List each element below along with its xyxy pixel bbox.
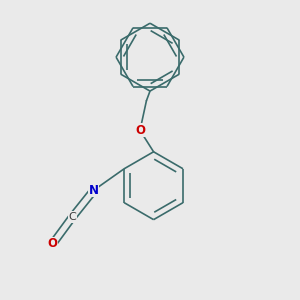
Text: N: N xyxy=(89,184,99,197)
Text: O: O xyxy=(48,237,58,250)
Text: O: O xyxy=(135,124,145,137)
Text: C: C xyxy=(68,212,76,222)
